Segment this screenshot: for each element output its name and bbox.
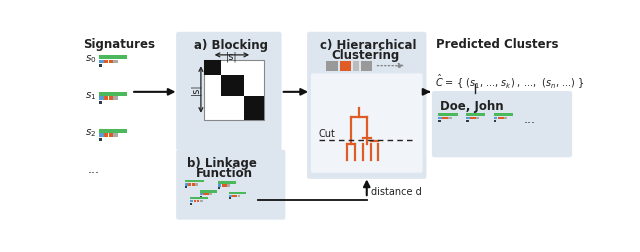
Text: ...: ...	[88, 163, 100, 176]
Bar	[326, 61, 338, 71]
Text: $s_0$: $s_0$	[84, 54, 96, 66]
Bar	[218, 184, 221, 187]
Bar	[99, 133, 104, 137]
Bar	[438, 120, 441, 122]
Bar	[494, 113, 513, 116]
Bar	[494, 117, 497, 119]
Bar	[218, 187, 220, 189]
Text: Function: Function	[196, 167, 253, 179]
Bar	[466, 120, 468, 122]
Bar	[466, 117, 470, 119]
Bar	[353, 61, 359, 71]
Bar	[104, 97, 108, 100]
Text: |s|: |s|	[190, 84, 201, 95]
Bar	[200, 191, 217, 193]
Bar	[204, 193, 206, 196]
Bar	[104, 59, 108, 63]
Bar	[204, 59, 221, 75]
Bar	[99, 92, 127, 96]
Bar	[340, 61, 351, 71]
Bar	[218, 181, 236, 184]
Bar	[221, 75, 244, 97]
Bar	[188, 183, 191, 185]
Bar	[476, 117, 479, 119]
Bar	[448, 117, 452, 119]
Bar	[237, 195, 241, 197]
Bar	[99, 64, 102, 67]
Bar	[445, 117, 448, 119]
FancyBboxPatch shape	[311, 73, 422, 173]
Bar	[504, 117, 508, 119]
Bar	[99, 55, 127, 59]
Text: Doe, John: Doe, John	[440, 100, 504, 113]
Bar	[235, 195, 237, 197]
Text: Predicted Clusters: Predicted Clusters	[436, 38, 559, 51]
Text: $\hat{C}$ = { ($s_1$, ..., $s_k$) , ...,  ($s_n$, ...) }: $\hat{C}$ = { ($s_1$, ..., $s_k$) , ...,…	[435, 73, 584, 91]
Text: distance d: distance d	[371, 187, 421, 197]
Text: c) Hierarchical: c) Hierarchical	[320, 40, 417, 52]
Bar	[360, 61, 372, 71]
Bar	[466, 113, 486, 116]
Bar	[438, 113, 458, 116]
FancyBboxPatch shape	[176, 150, 285, 220]
Bar	[227, 184, 230, 187]
Bar	[501, 117, 504, 119]
Bar	[184, 183, 188, 185]
Bar	[99, 101, 102, 104]
Bar	[196, 200, 199, 202]
Bar	[109, 59, 113, 63]
Bar	[200, 196, 202, 198]
Bar	[190, 203, 193, 205]
Bar	[190, 197, 208, 199]
Bar	[184, 180, 204, 182]
Bar	[470, 117, 473, 119]
Bar	[498, 117, 500, 119]
Bar	[99, 129, 127, 133]
Bar	[229, 198, 231, 199]
Bar	[104, 133, 108, 137]
Bar	[109, 133, 113, 137]
Bar	[113, 97, 118, 100]
Bar	[194, 200, 196, 202]
Bar	[229, 195, 232, 197]
FancyBboxPatch shape	[176, 32, 282, 150]
Bar	[200, 193, 203, 196]
Bar	[200, 200, 203, 202]
Text: a) Blocking: a) Blocking	[194, 40, 268, 52]
Text: ...: ...	[524, 113, 536, 126]
Bar	[99, 97, 104, 100]
Bar	[206, 193, 209, 196]
Bar	[204, 59, 264, 119]
Bar	[244, 97, 264, 119]
Text: $s_2$: $s_2$	[84, 128, 96, 139]
Text: Cut: Cut	[319, 129, 335, 139]
Bar	[225, 184, 227, 187]
Text: $s_1$: $s_1$	[84, 90, 96, 102]
Bar	[438, 117, 442, 119]
Bar	[113, 59, 118, 63]
Text: |s|: |s|	[226, 51, 237, 61]
Bar	[195, 183, 198, 185]
Bar	[229, 192, 246, 194]
Bar	[99, 59, 104, 63]
Bar	[473, 117, 476, 119]
Bar	[184, 186, 188, 188]
Bar	[190, 200, 193, 202]
Bar	[109, 97, 113, 100]
Bar	[191, 183, 195, 185]
Bar	[232, 195, 235, 197]
Bar	[209, 193, 212, 196]
Bar	[113, 133, 118, 137]
Text: b) Linkage: b) Linkage	[187, 157, 257, 170]
Bar	[221, 184, 224, 187]
Bar	[494, 120, 497, 122]
Text: Clustering: Clustering	[332, 49, 400, 62]
FancyBboxPatch shape	[432, 91, 572, 157]
Text: Signatures: Signatures	[83, 38, 155, 51]
Bar	[99, 138, 102, 141]
FancyBboxPatch shape	[307, 32, 426, 179]
Bar	[442, 117, 445, 119]
